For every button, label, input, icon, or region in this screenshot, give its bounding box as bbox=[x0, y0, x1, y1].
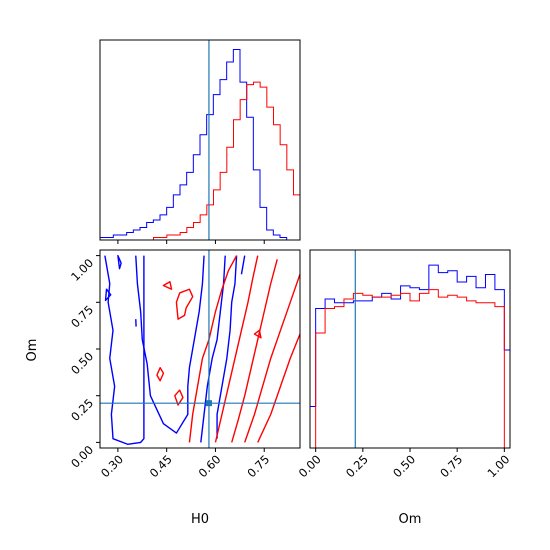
h0-tick-label: 0.45 bbox=[147, 452, 175, 480]
h0-histogram-panel bbox=[99, 39, 301, 244]
om-y-tick-label: 1.00 bbox=[68, 256, 96, 284]
om-hist-red-step bbox=[310, 289, 510, 448]
om-tick-label: 0.25 bbox=[343, 452, 371, 480]
contour-blue-line bbox=[240, 255, 246, 275]
om-tick-label: 0.50 bbox=[390, 452, 418, 480]
h0-tick-label: 0.75 bbox=[244, 452, 272, 480]
om-y-tick-label: 0.75 bbox=[68, 303, 96, 331]
h0-hist-red-step bbox=[152, 81, 300, 240]
contour-blue-line bbox=[135, 255, 205, 434]
om-axis-label: Om bbox=[399, 512, 422, 527]
h0-tick-label: 0.60 bbox=[196, 452, 224, 480]
h0-axis-label: H0 bbox=[191, 512, 209, 527]
contour-red-line bbox=[188, 255, 238, 443]
om-y-tick-label: 0.25 bbox=[68, 396, 96, 424]
truth-marker bbox=[205, 400, 212, 407]
contour-frame bbox=[99, 249, 301, 449]
h0-om-contour-panel: 0.30 0.45 0.60 0.75 0.00 0.25 0.50 0.75 1.00 bbox=[68, 249, 301, 480]
om-y-tick-label: 0.00 bbox=[68, 443, 96, 471]
om-tick-label: 0.75 bbox=[437, 452, 465, 480]
om-y-tick-label: 0.50 bbox=[68, 349, 96, 377]
contour-red-line bbox=[174, 389, 184, 406]
contour-red-line bbox=[214, 255, 259, 443]
contour-red-line bbox=[156, 366, 165, 382]
contour-red-line bbox=[175, 288, 194, 320]
h0-tick-label: 0.30 bbox=[98, 452, 126, 480]
contour-red-line bbox=[162, 281, 173, 290]
om-histogram-panel: 0.00 0.25 0.50 0.75 1.00 bbox=[296, 249, 512, 480]
om-hist-frame bbox=[309, 249, 511, 449]
om-hist-blue-step bbox=[310, 264, 510, 408]
contour-red-line bbox=[244, 274, 300, 443]
om-tick-label: 0.00 bbox=[296, 452, 324, 480]
contour-red-line bbox=[231, 259, 278, 443]
contour-blue-line bbox=[104, 288, 112, 302]
contour-red-line bbox=[257, 333, 300, 443]
contour-blue-line bbox=[200, 255, 226, 443]
contour-blue-line bbox=[104, 255, 145, 445]
contour-blue-line bbox=[216, 255, 238, 439]
h0-hist-blue-step bbox=[100, 49, 300, 240]
om-y-axis-label: Om bbox=[25, 339, 40, 362]
contour-blue-line bbox=[117, 254, 122, 270]
h0-hist-frame bbox=[99, 39, 301, 241]
om-tick-label: 1.00 bbox=[484, 452, 512, 480]
contour-red-line bbox=[253, 329, 262, 339]
